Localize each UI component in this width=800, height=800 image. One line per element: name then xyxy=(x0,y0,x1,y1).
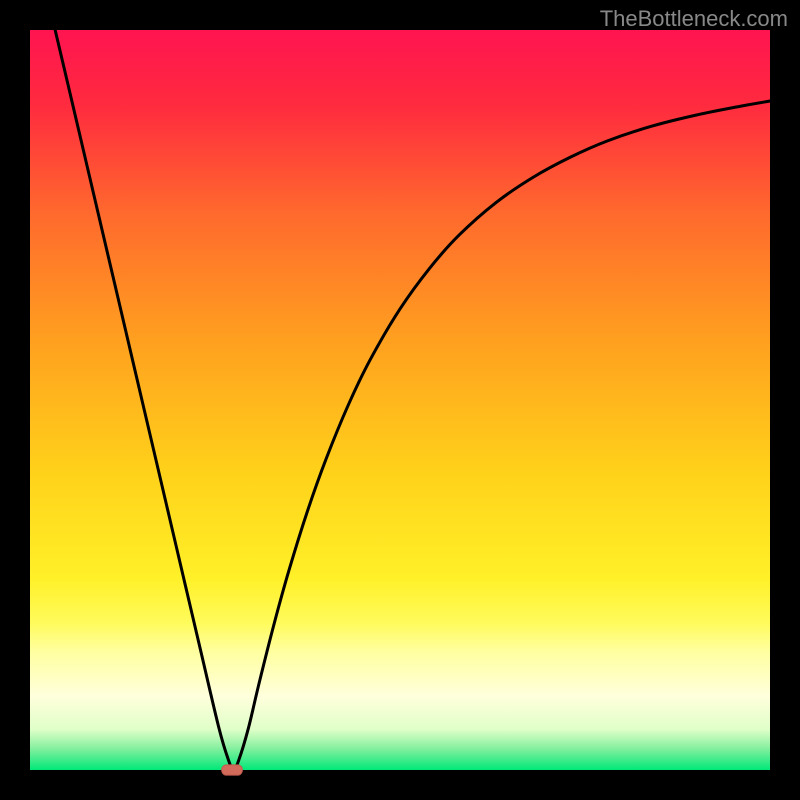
watermark-text: TheBottleneck.com xyxy=(600,6,788,32)
optimum-marker xyxy=(222,765,243,775)
chart-container: TheBottleneck.com xyxy=(0,0,800,800)
bottleneck-chart xyxy=(0,0,800,800)
